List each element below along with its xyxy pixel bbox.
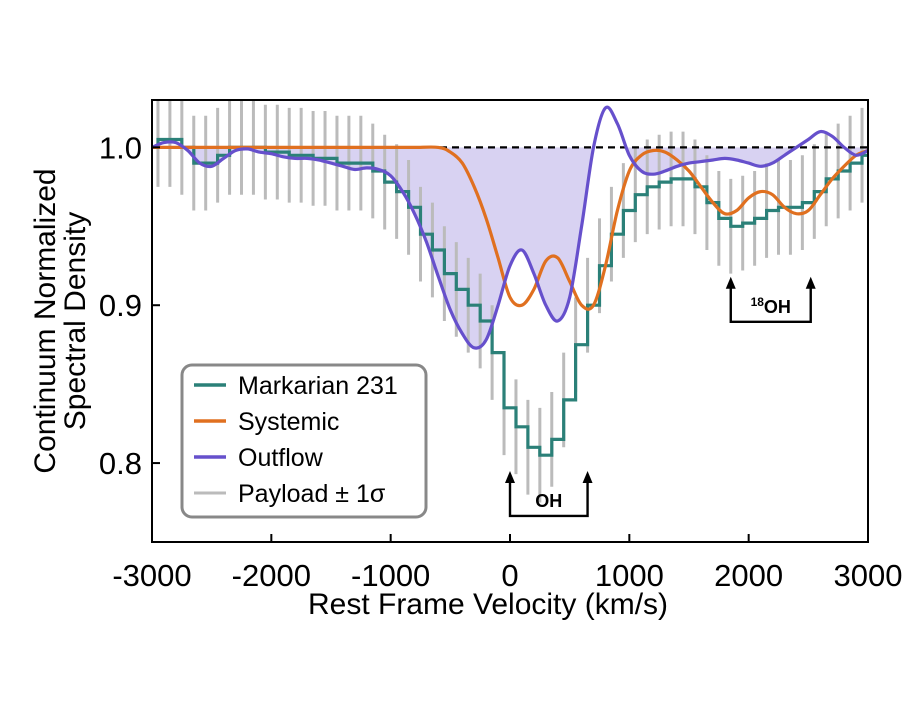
- x-tick-label: -2000: [232, 558, 311, 593]
- plot-area: [152, 100, 868, 503]
- legend-label-markarian: Markarian 231: [238, 372, 398, 400]
- y-axis-title: Continuum Normalized Spectral Density: [29, 168, 92, 473]
- series-systemic: [152, 145, 868, 311]
- x-axis: -3000 -2000 -1000 0 1000 2000 3000: [112, 534, 902, 593]
- x-tick-label: -3000: [112, 558, 191, 593]
- marker-label: OH: [535, 491, 562, 511]
- x-axis-title: Rest Frame Velocity (km/s): [308, 588, 668, 621]
- y-axis-title-line-2: Spectral Density: [59, 212, 92, 430]
- series-markarian-231: [152, 137, 868, 457]
- y-axis: 0.8 0.9 1.0: [99, 130, 160, 481]
- x-tick-label: 3000: [834, 558, 903, 593]
- y-tick-label: 1.0: [99, 130, 142, 165]
- marker-label: 18OH: [751, 295, 791, 317]
- x-tick-label: -1000: [351, 558, 430, 593]
- marker-bracket: [508, 480, 589, 518]
- marker-bracket: [729, 286, 812, 323]
- arrow-head: [505, 470, 515, 483]
- line-marker-18-oh: 18OH: [725, 276, 816, 323]
- x-tick-label: 0: [501, 558, 518, 593]
- arrow-head: [725, 276, 736, 289]
- marker-label-main: OH: [764, 297, 791, 317]
- line-marker-oh: OH: [505, 470, 593, 518]
- legend-label-payload: Payload ± 1σ: [238, 480, 386, 508]
- arrow-head: [805, 276, 816, 289]
- marker-label-superscript: 18: [751, 295, 765, 309]
- legend: Markarian 231 Systemic Outflow Payload ± 1σ: [180, 363, 428, 519]
- x-tick-label: 2000: [714, 558, 783, 593]
- x-tick-label: 1000: [595, 558, 664, 593]
- legend-label-outflow: Outflow: [238, 444, 324, 472]
- y-tick-label: 0.9: [99, 288, 142, 323]
- outflow-fill: [152, 147, 868, 349]
- legend-label-systemic: Systemic: [238, 408, 339, 436]
- legend-box: [180, 363, 428, 519]
- y-axis-title-line-1: Continuum Normalized: [29, 168, 62, 473]
- y-tick-label: 0.8: [99, 446, 142, 481]
- series-outflow: [152, 105, 868, 350]
- arrow-head: [582, 470, 593, 483]
